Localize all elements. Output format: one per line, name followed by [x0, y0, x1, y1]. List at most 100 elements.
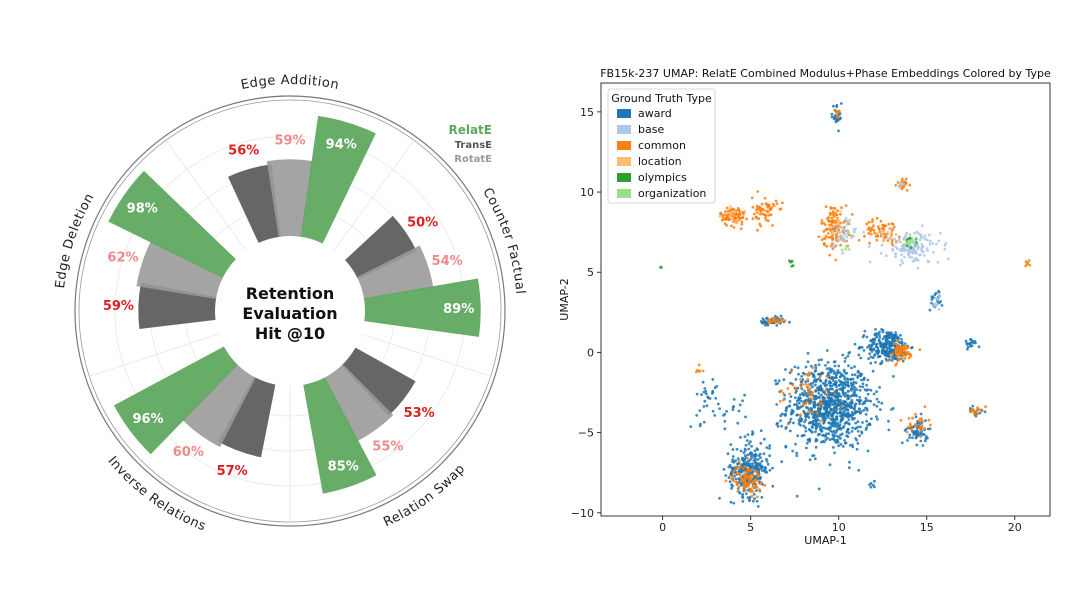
point-award — [829, 381, 833, 385]
point-award — [916, 431, 920, 434]
point-location — [889, 231, 893, 235]
point-common — [737, 459, 741, 463]
label-relate-counter-factual: 89% — [443, 302, 474, 317]
point-common — [833, 109, 837, 112]
point-award — [789, 417, 793, 421]
point-award — [829, 417, 833, 421]
x-tick-label-20: 20 — [1008, 521, 1022, 534]
legend-label-olympics: olympics — [638, 171, 687, 184]
label-rotate-counter-factual: 54% — [432, 254, 463, 269]
point-award — [788, 429, 792, 433]
point-award — [810, 407, 813, 411]
point-award — [824, 438, 828, 442]
point-award — [784, 368, 787, 371]
point-common — [766, 219, 770, 223]
point-award — [741, 500, 745, 503]
point-common — [742, 485, 746, 489]
point-award — [790, 408, 794, 412]
category-label-text-relation-swap: Relation Swap — [381, 461, 468, 530]
point-award — [893, 339, 897, 343]
point-base — [902, 182, 906, 186]
point-award — [760, 469, 764, 472]
point-common — [742, 483, 745, 487]
point-award — [860, 378, 863, 382]
point-award — [803, 420, 807, 424]
point-award — [745, 492, 748, 495]
point-award — [819, 386, 822, 389]
point-award — [851, 384, 855, 388]
point-award — [844, 356, 847, 360]
point-location — [743, 210, 747, 213]
point-award — [857, 468, 861, 472]
point-common — [828, 219, 831, 223]
point-award — [729, 443, 733, 446]
point-award — [814, 389, 817, 393]
point-award — [825, 367, 829, 371]
point-base — [937, 292, 941, 296]
point-base — [913, 258, 917, 262]
point-award — [880, 348, 884, 352]
point-common — [898, 353, 901, 356]
point-award — [887, 419, 890, 423]
point-award — [940, 304, 944, 307]
point-award — [747, 447, 751, 451]
point-common — [818, 375, 822, 378]
point-common — [740, 220, 744, 224]
legend-relate: RelatE — [448, 123, 492, 137]
point-common — [763, 484, 767, 487]
y-tick-label-10: 10 — [580, 186, 594, 199]
label-transe-relation-swap: 53% — [404, 406, 435, 421]
point-award — [716, 402, 720, 406]
point-common — [896, 181, 900, 184]
point-award — [890, 408, 893, 411]
point-award — [830, 403, 834, 406]
point-award — [749, 458, 752, 462]
point-award — [804, 418, 808, 421]
point-base — [926, 249, 930, 253]
point-award — [835, 418, 839, 421]
point-location — [730, 212, 734, 216]
point-award — [885, 349, 888, 353]
point-award — [751, 462, 754, 466]
point-award — [846, 354, 850, 358]
point-common — [904, 350, 908, 354]
point-common — [757, 474, 760, 478]
y-tick-label-15: 15 — [580, 106, 594, 119]
point-award — [890, 331, 893, 335]
point-common — [918, 425, 922, 429]
point-common — [839, 243, 842, 247]
point-award — [833, 115, 836, 119]
point-common — [734, 480, 738, 484]
point-award — [835, 424, 839, 428]
point-award — [695, 414, 699, 417]
point-common — [914, 412, 917, 416]
point-award — [823, 392, 827, 395]
point-common — [750, 488, 753, 491]
point-base — [915, 243, 919, 247]
point-common — [875, 238, 879, 242]
point-award — [921, 433, 924, 437]
point-award — [840, 432, 844, 436]
point-common — [736, 472, 739, 475]
point-award — [731, 408, 735, 411]
point-organization — [911, 239, 914, 243]
point-award — [805, 414, 809, 418]
point-common — [780, 389, 783, 393]
legend-title: Ground Truth Type — [611, 92, 712, 105]
point-award — [806, 360, 810, 364]
point-award — [747, 442, 751, 446]
point-award — [835, 105, 839, 109]
point-award — [841, 353, 845, 357]
point-common — [830, 220, 834, 224]
point-award — [850, 366, 853, 370]
point-award — [841, 373, 844, 377]
point-award — [808, 428, 812, 432]
point-common — [984, 405, 987, 409]
point-award — [725, 410, 728, 413]
point-common — [832, 213, 835, 217]
point-common — [820, 402, 824, 406]
point-award — [813, 401, 817, 405]
bar-relate-edge-addition — [300, 115, 376, 244]
point-award — [759, 429, 763, 432]
point-common — [781, 201, 784, 205]
